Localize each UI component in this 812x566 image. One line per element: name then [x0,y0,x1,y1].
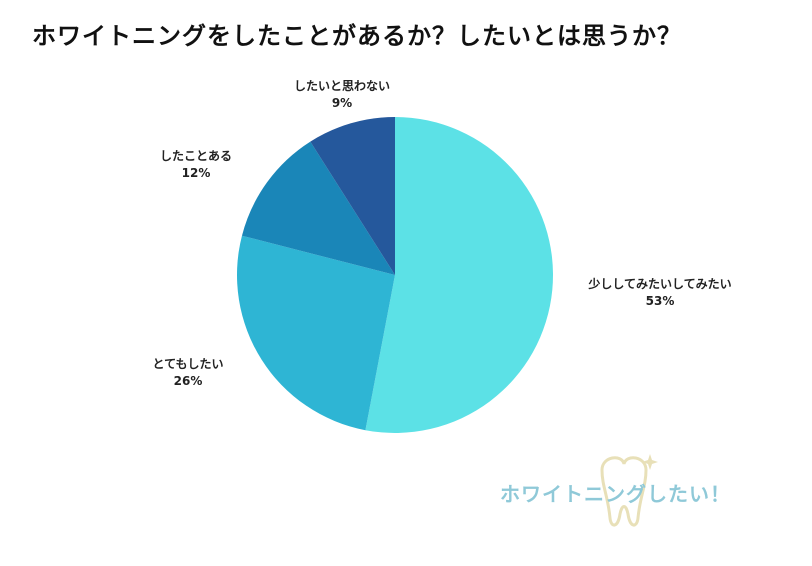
logo-text: ホワイトニングしたい！ [500,482,731,506]
pie-slice-2 [237,235,395,431]
slice-value-4: 9% [332,96,352,110]
pie-slice-3 [241,141,395,275]
chart-title: ホワイトニングをしたことがあるか？したいとは思うか？ [32,22,682,50]
slice-value-3: 12% [182,166,211,180]
tooth-icon [600,454,658,527]
slice-label-2: とてもしたい [152,357,223,371]
slice-value-1: 53% [646,294,675,308]
slice-label-1: 少ししてみたいしてみたい [587,276,731,291]
slice-label-4: したいと思わない [294,79,390,93]
slice-value-2: 26% [174,374,203,388]
pie-slice-1 [365,117,554,434]
slice-label-3: したことある [160,149,232,163]
pie-slice-4 [310,117,395,275]
brand-logo: ホワイトニングしたい！ [500,448,750,538]
